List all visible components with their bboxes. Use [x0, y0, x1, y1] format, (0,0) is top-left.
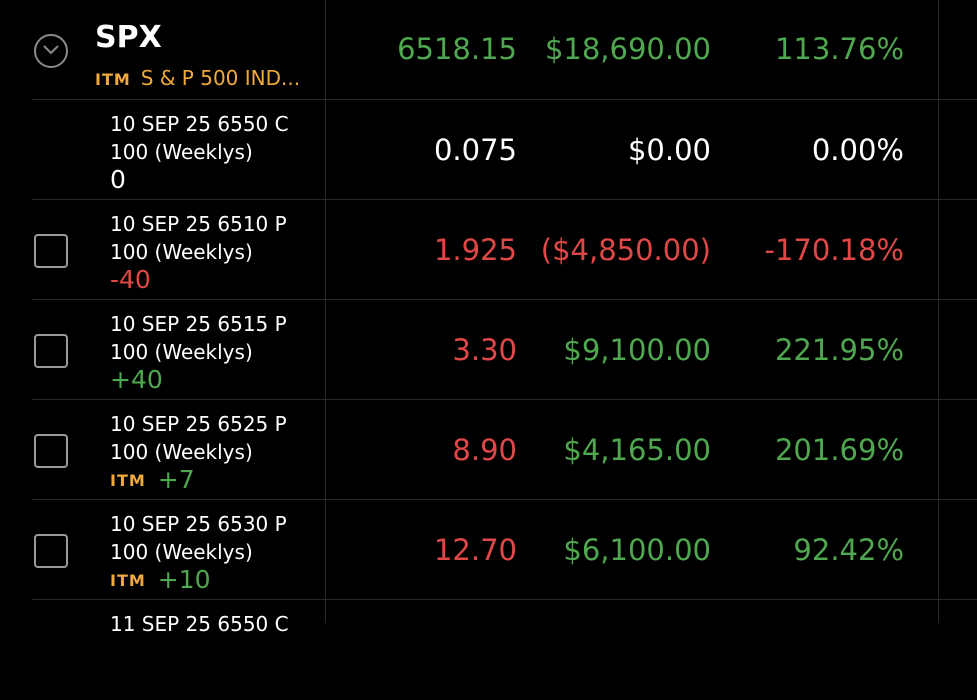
contract-line1: 10 SEP 25 6550 C — [110, 112, 289, 136]
row-separator — [32, 99, 977, 100]
checkbox-icon[interactable] — [34, 434, 68, 468]
position-pct: 221.95% — [774, 333, 904, 367]
contract-line2: 100 (Weeklys) — [110, 440, 253, 464]
contract-line1: 10 SEP 25 6525 P — [110, 412, 287, 436]
position-value: $6,100.00 — [563, 533, 711, 567]
underlying-name: S & P 500 IND... — [140, 66, 301, 90]
itm-badge: ITM — [110, 471, 146, 490]
row-separator — [32, 499, 977, 500]
position-row[interactable]: 10 SEP 25 6525 P 100 (Weeklys) ITM +7 8.9… — [0, 400, 977, 500]
itm-badge: ITM — [110, 571, 146, 590]
position-row[interactable]: 10 SEP 25 6510 P 100 (Weeklys) -40 1.925… — [0, 200, 977, 300]
position-row[interactable]: 10 SEP 25 6515 P 100 (Weeklys) +40 3.30 … — [0, 300, 977, 400]
contract-line1: 10 SEP 25 6515 P — [110, 312, 287, 336]
position-row[interactable]: 10 SEP 25 6530 P 100 (Weeklys) ITM +10 12… — [0, 500, 977, 600]
contract-line2: 100 (Weeklys) — [110, 240, 253, 264]
row-separator — [32, 299, 977, 300]
underlying-row[interactable]: SPX ITM S & P 500 IND... 6518.15 $18,690.… — [0, 0, 977, 100]
position-pct: 0.00% — [811, 133, 904, 167]
position-quantity: +7 — [157, 465, 195, 494]
contract-description: 10 SEP 25 6550 C 100 (Weeklys) 0 — [110, 110, 289, 194]
checkbox-icon[interactable] — [34, 334, 68, 368]
contract-description: 10 SEP 25 6525 P 100 (Weeklys) ITM +7 — [110, 410, 287, 495]
underlying-pct: 113.76% — [774, 32, 904, 66]
position-price: 12.70 — [433, 533, 517, 567]
position-pct: -170.18% — [764, 233, 905, 267]
contract-line2: 100 (Weeklys) — [110, 140, 253, 164]
position-value: $9,100.00 — [563, 333, 711, 367]
position-pct: 92.42% — [793, 533, 904, 567]
checkbox-icon[interactable] — [34, 234, 68, 268]
position-price: 3.30 — [452, 333, 517, 367]
position-quantity-line: +40 — [110, 366, 287, 394]
contract-description: 10 SEP 25 6530 P 100 (Weeklys) ITM +10 — [110, 510, 287, 595]
position-price: 0.075 — [433, 133, 517, 167]
underlying-symbol: SPX — [95, 20, 162, 55]
position-quantity-line: -40 — [110, 266, 287, 294]
contract-line2: 100 (Weeklys) — [110, 540, 253, 564]
column-divider-right — [938, 0, 939, 623]
checkbox-icon[interactable] — [34, 534, 68, 568]
position-pct: 201.69% — [774, 433, 904, 467]
column-divider-left — [325, 0, 326, 623]
position-quantity: 0 — [110, 165, 126, 194]
position-quantity: -40 — [110, 265, 151, 294]
contract-line1: 11 SEP 25 6550 C — [110, 612, 289, 636]
position-quantity: +10 — [157, 565, 211, 594]
position-quantity-line: 0 — [110, 166, 289, 194]
contract-description: 10 SEP 25 6515 P 100 (Weeklys) +40 — [110, 310, 287, 394]
contract-line1: 10 SEP 25 6510 P — [110, 212, 287, 236]
underlying-value: $18,690.00 — [544, 32, 711, 66]
position-row-partial[interactable]: 11 SEP 25 6550 C — [0, 600, 977, 700]
position-value: $4,165.00 — [563, 433, 711, 467]
contract-line1: 10 SEP 25 6530 P — [110, 512, 287, 536]
position-quantity: +40 — [110, 365, 163, 394]
contract-line2: 100 (Weeklys) — [110, 340, 253, 364]
row-separator — [32, 599, 977, 600]
position-price: 8.90 — [452, 433, 517, 467]
itm-badge: ITM — [95, 70, 131, 89]
position-quantity-line: ITM +7 — [110, 466, 287, 495]
chevron-down-circle-icon[interactable] — [34, 34, 68, 68]
position-value: ($4,850.00) — [540, 233, 711, 267]
position-price: 1.925 — [433, 233, 517, 267]
underlying-subtitle: ITM S & P 500 IND... — [95, 66, 300, 90]
position-quantity-line: ITM +10 — [110, 566, 287, 595]
row-separator — [32, 199, 977, 200]
row-separator — [32, 399, 977, 400]
underlying-price: 6518.15 — [397, 32, 517, 66]
position-value: $0.00 — [627, 133, 711, 167]
contract-description: 10 SEP 25 6510 P 100 (Weeklys) -40 — [110, 210, 287, 294]
position-row[interactable]: 10 SEP 25 6550 C 100 (Weeklys) 0 0.075 $… — [0, 100, 977, 200]
